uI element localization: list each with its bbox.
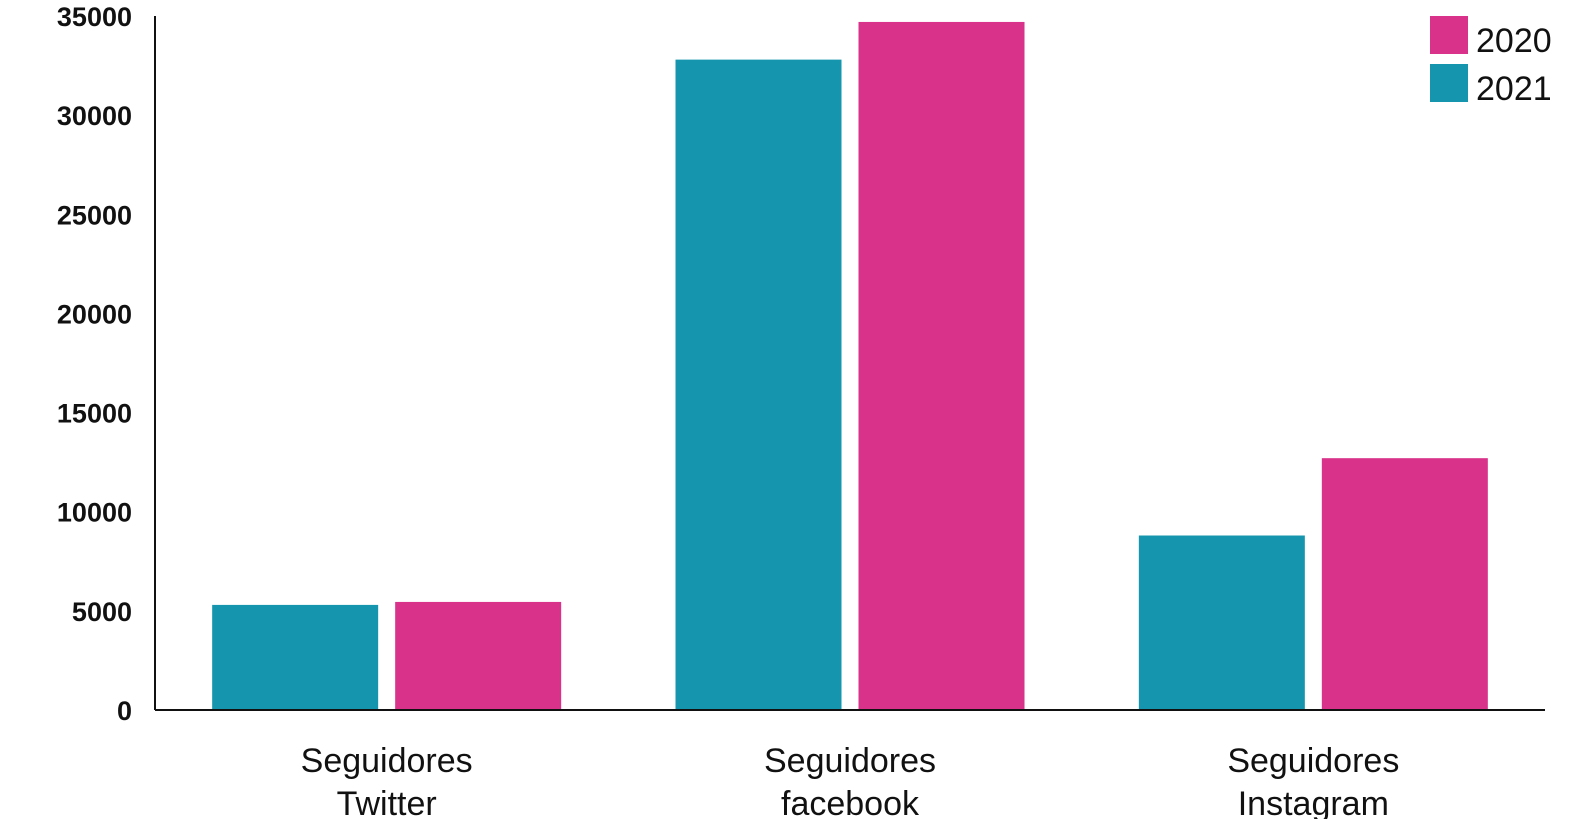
legend: 2020 2021: [1430, 16, 1552, 108]
x-tick-labels: Seguidores Twitter Seguidores facebook Segui…: [301, 742, 1400, 819]
bar-2021-seguidores-facebook: [675, 59, 842, 710]
x-tick-label: Seguidores: [1227, 742, 1399, 780]
x-tick-label: facebook: [781, 785, 920, 819]
y-tick-label: 30000: [57, 101, 132, 131]
y-tick-label: 10000: [57, 498, 132, 528]
y-tick-label: 0: [117, 696, 132, 726]
legend-label-2021: 2021: [1476, 70, 1552, 108]
bars-group: [212, 21, 1488, 711]
y-tick-label: 25000: [57, 200, 132, 230]
x-tick-label: Twitter: [337, 785, 437, 819]
y-tick-label: 20000: [57, 299, 132, 329]
x-tick-label: Instagram: [1238, 785, 1389, 819]
x-tick-label: Seguidores: [764, 742, 936, 780]
y-tick-label: 5000: [72, 597, 132, 627]
bar-2020-seguidores-facebook: [858, 21, 1025, 711]
bar-2020-seguidores-instagram: [1321, 458, 1488, 710]
y-tick-labels: 0 5000 10000 15000 20000 25000 30000 35000: [57, 2, 132, 726]
bar-2021-seguidores-instagram: [1138, 535, 1305, 710]
y-tick-label: 35000: [57, 2, 132, 32]
legend-swatch-2020: [1430, 16, 1468, 54]
legend-swatch-2021: [1430, 64, 1468, 102]
x-tick-label: Seguidores: [301, 742, 473, 780]
bar-2020-seguidores-twitter: [395, 601, 562, 710]
y-tick-label: 15000: [57, 399, 132, 429]
legend-label-2020: 2020: [1476, 22, 1552, 60]
bar-2021-seguidores-twitter: [212, 604, 379, 710]
